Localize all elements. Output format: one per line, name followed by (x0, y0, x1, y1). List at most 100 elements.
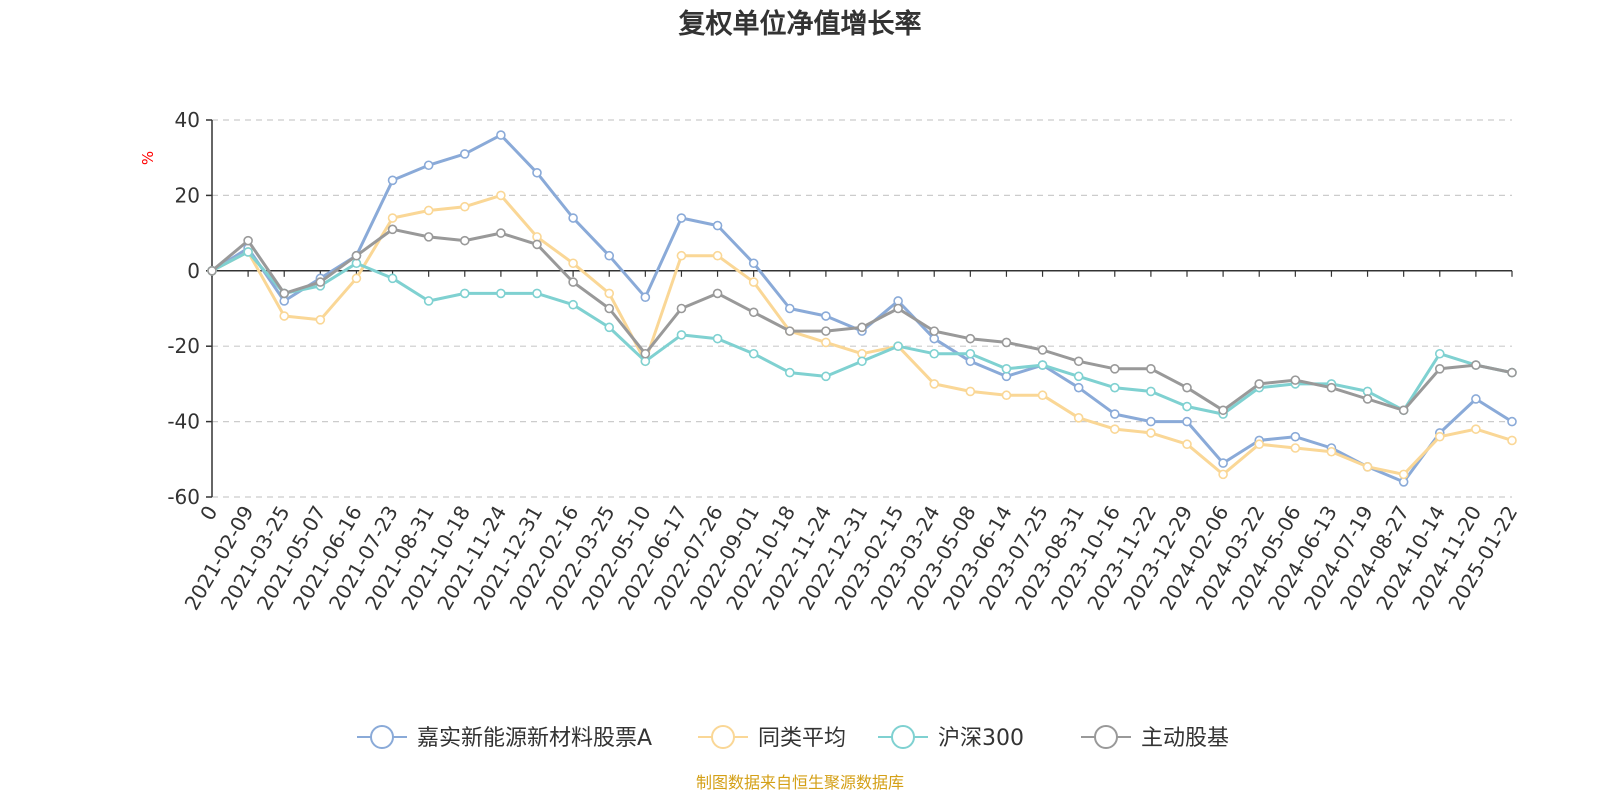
data-point (496, 288, 506, 299)
data-point (1471, 394, 1481, 404)
data-point (1507, 367, 1517, 378)
data-point (1290, 375, 1301, 385)
legend-item[interactable]: 主动股基 (1081, 725, 1229, 751)
data-point (1037, 390, 1048, 401)
data-point (1001, 390, 1012, 401)
legend-marker-icon (370, 725, 394, 749)
data-point (1109, 424, 1120, 434)
data-point (351, 273, 362, 284)
data-point (207, 265, 217, 276)
data-point (857, 322, 867, 333)
data-point (965, 333, 976, 344)
data-point (748, 348, 759, 359)
data-point (387, 213, 398, 223)
data-point (893, 341, 903, 352)
data-point (1218, 405, 1228, 416)
data-point (459, 235, 470, 246)
data-point (423, 160, 434, 171)
data-point (459, 288, 470, 299)
data-point (1362, 462, 1373, 472)
data-point (315, 315, 326, 325)
legend[interactable]: 嘉实新能源新材料股票A 同类平均 沪深300 主动股基 (357, 725, 1229, 751)
data-point (821, 337, 831, 348)
data-point (1326, 382, 1337, 393)
legend-label: 沪深300 (938, 726, 1024, 751)
legend-marker-icon (891, 725, 915, 749)
series-line-0 (211, 133, 1513, 484)
data-point (1290, 431, 1301, 442)
data-point (1182, 416, 1192, 427)
data-point (965, 386, 976, 397)
data-point (676, 213, 687, 223)
data-point (279, 311, 290, 321)
data-point (821, 326, 831, 336)
data-point (1254, 379, 1265, 389)
legend-label: 主动股基 (1141, 726, 1229, 751)
y-tick-label: 40 (175, 108, 200, 132)
data-point (965, 348, 976, 359)
data-point (1326, 446, 1337, 457)
legend-item[interactable]: 嘉实新能源新材料股票A (357, 725, 652, 751)
data-point (1182, 401, 1192, 412)
data-point (351, 250, 362, 261)
data-point (748, 307, 759, 318)
data-point (929, 326, 940, 336)
legend-label: 同类平均 (758, 726, 846, 751)
data-point (1218, 458, 1228, 468)
data-point (676, 303, 687, 314)
data-point (676, 330, 687, 340)
data-point (604, 288, 615, 299)
data-point (712, 250, 723, 261)
data-point (1109, 409, 1120, 419)
data-point (712, 288, 723, 299)
data-point (1109, 364, 1120, 374)
data-point (532, 288, 542, 299)
data-point (1218, 469, 1228, 480)
data-point (243, 247, 253, 257)
data-point (784, 367, 795, 378)
data-point (1362, 394, 1373, 404)
legend-item[interactable]: 沪深300 (878, 725, 1024, 751)
data-point (568, 213, 578, 223)
axis-layer: 40200-20-40-6002021-02-092021-03-252021-… (167, 108, 1522, 614)
data-point (929, 379, 940, 389)
data-point (532, 167, 542, 178)
data-point (1146, 428, 1156, 438)
data-point (1507, 416, 1517, 427)
legend-item[interactable]: 同类平均 (698, 725, 846, 751)
data-point (1471, 424, 1481, 434)
data-point (929, 348, 940, 359)
data-point (1037, 360, 1048, 370)
grid-layer (212, 119, 1512, 498)
series-line-3 (211, 227, 1513, 412)
data-point (423, 296, 434, 306)
legend-marker-icon (1094, 725, 1118, 749)
data-point (387, 224, 398, 235)
data-point (387, 273, 398, 284)
data-point (604, 303, 615, 314)
data-point (821, 371, 831, 382)
data-point (1001, 364, 1012, 374)
data-point (279, 288, 290, 299)
y-tick-label: 0 (187, 259, 200, 283)
series-layer (207, 130, 1517, 487)
data-point (1146, 364, 1156, 374)
data-point (387, 175, 398, 186)
data-point (1507, 435, 1517, 446)
data-point (1398, 469, 1409, 480)
y-tick-label: -60 (167, 485, 200, 509)
data-point (1434, 364, 1445, 374)
data-point (1290, 443, 1301, 453)
data-point (496, 130, 506, 140)
legend-marker-icon (711, 725, 735, 749)
data-point (676, 250, 687, 261)
data-point (857, 356, 867, 367)
data-point (1146, 416, 1156, 427)
data-point (568, 299, 578, 310)
data-point (712, 220, 723, 231)
data-point (1109, 382, 1120, 393)
data-point (1001, 337, 1012, 348)
data-point (568, 277, 578, 287)
